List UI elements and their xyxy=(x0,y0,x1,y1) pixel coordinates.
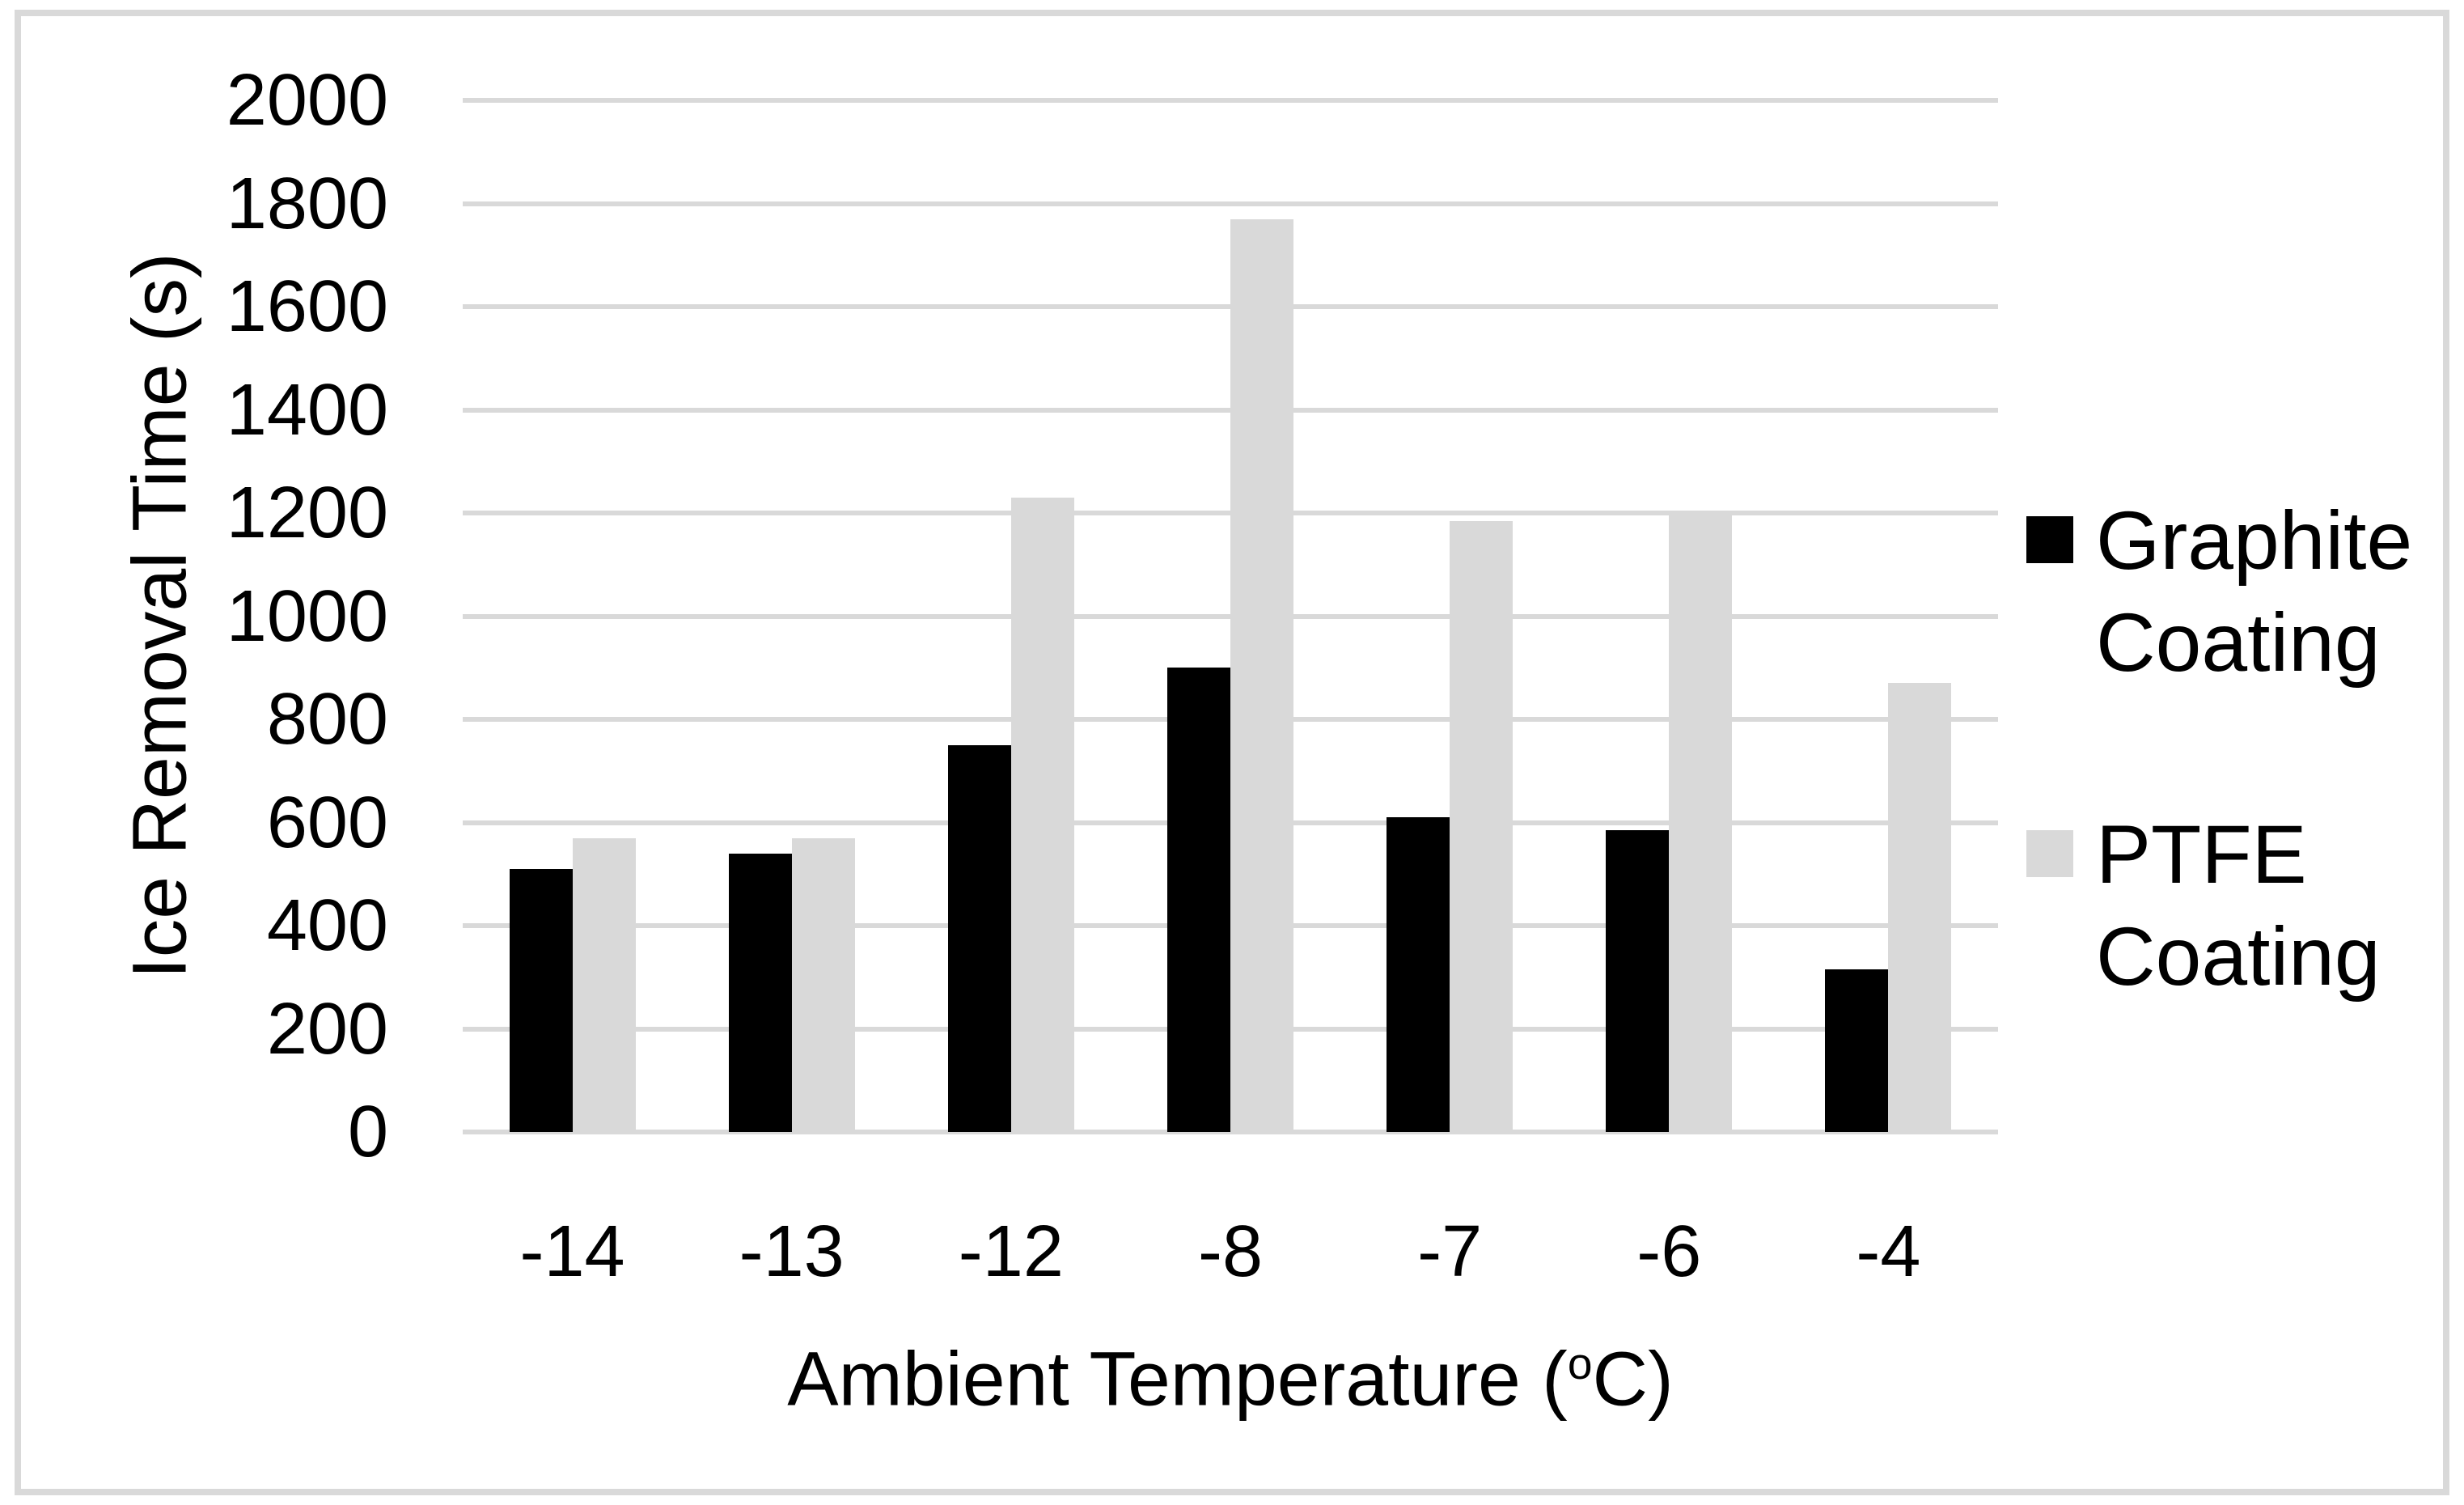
y-tick-label: 400 xyxy=(266,885,388,966)
bar-ptfe-coating-at--7 xyxy=(1450,520,1514,1132)
bar-graphite-coating-at--12 xyxy=(947,744,1011,1132)
x-axis-title-prefix: Ambient Temperature ( xyxy=(787,1336,1568,1422)
bar-graphite-coating-at--6 xyxy=(1606,830,1670,1132)
legend-label: PTFE Coating xyxy=(2096,808,2381,1003)
legend-entry-graphite-coating: Graphite Coating xyxy=(2026,490,2412,693)
y-tick-label: 1600 xyxy=(226,266,388,347)
x-tick-label: -4 xyxy=(1856,1211,1921,1292)
y-tick-label: 0 xyxy=(347,1092,388,1172)
bar-graphite-coating-at--7 xyxy=(1387,817,1450,1132)
y-tick-label: 2000 xyxy=(226,60,388,141)
bar-graphite-coating-at--13 xyxy=(728,853,792,1132)
bar-ptfe-coating-at--12 xyxy=(1010,497,1074,1132)
y-tick-label: 600 xyxy=(266,782,388,863)
chart-border xyxy=(15,10,2449,1495)
y-tick-label: 200 xyxy=(266,988,388,1070)
legend-label: Graphite Coating xyxy=(2096,494,2413,689)
plot-area xyxy=(463,98,1998,1134)
bar-graphite-coating-at--14 xyxy=(509,868,573,1132)
bar-ptfe-coating-at--13 xyxy=(791,837,855,1132)
x-tick-label: -8 xyxy=(1197,1211,1264,1292)
x-tick-label: -7 xyxy=(1417,1211,1483,1292)
y-tick-label: 1000 xyxy=(226,575,388,657)
y-tick-label: 1400 xyxy=(226,369,388,451)
x-axis-title-suffix: C) xyxy=(1592,1336,1674,1422)
legend-swatch-ptfe-coating xyxy=(2026,830,2073,877)
x-tick-label: -12 xyxy=(958,1211,1064,1292)
bar-ptfe-coating-at--6 xyxy=(1669,513,1733,1132)
y-tick-label: 800 xyxy=(266,679,388,760)
gridline-y-1800 xyxy=(463,201,1998,206)
bar-ptfe-coating-at--14 xyxy=(572,837,636,1132)
bar-graphite-coating-at--4 xyxy=(1825,969,1889,1132)
x-axis-title: Ambient Temperature (oC) xyxy=(787,1336,1673,1424)
x-tick-label: -14 xyxy=(519,1211,625,1292)
y-tick-label: 1800 xyxy=(226,163,388,244)
legend-swatch-graphite-coating xyxy=(2026,516,2073,563)
x-axis-title-superscript: o xyxy=(1567,1338,1593,1388)
x-tick-label: -13 xyxy=(739,1211,845,1292)
gridline-y-2000 xyxy=(463,98,1998,103)
y-tick-label: 1200 xyxy=(226,473,388,553)
bar-graphite-coating-at--8 xyxy=(1167,668,1230,1132)
bar-ptfe-coating-at--8 xyxy=(1230,218,1293,1132)
bar-ptfe-coating-at--4 xyxy=(1888,683,1952,1132)
gridline-y-0 xyxy=(463,1130,1998,1134)
x-tick-label: -6 xyxy=(1636,1211,1702,1292)
legend-entry-ptfe-coating: PTFE Coating xyxy=(2026,803,2381,1007)
